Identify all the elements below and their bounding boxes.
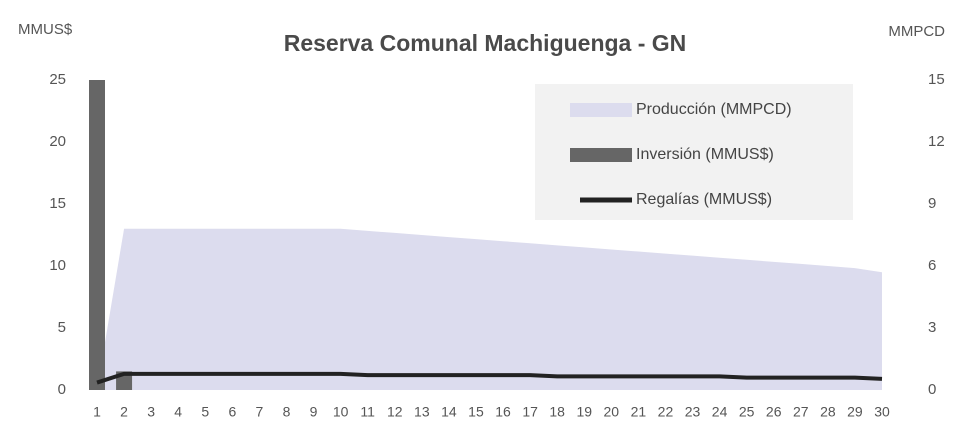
x-tick-label: 12	[387, 404, 403, 420]
x-tick-label: 19	[576, 404, 592, 420]
x-tick-label: 17	[522, 404, 538, 420]
x-tick-label: 1	[93, 404, 101, 420]
y2-tick-label: 9	[928, 195, 936, 212]
x-tick-label: 22	[658, 404, 674, 420]
x-tick-label: 8	[283, 404, 291, 420]
y-tick-label: 0	[58, 381, 66, 398]
y-tick-label: 10	[49, 257, 66, 274]
x-tick-label: 23	[685, 404, 701, 420]
x-tick-label: 11	[360, 404, 375, 420]
x-tick-label: 24	[712, 404, 728, 420]
x-tick-label: 29	[847, 404, 863, 420]
x-tick-label: 7	[256, 404, 264, 420]
x-tick-label: 15	[468, 404, 484, 420]
x-tick-label: 28	[820, 404, 836, 420]
y2-tick-label: 3	[928, 319, 936, 336]
legend-swatch	[570, 148, 632, 162]
x-tick-label: 6	[228, 404, 236, 420]
x-tick-label: 9	[310, 404, 318, 420]
legend-label: Inversión (MMUS$)	[636, 146, 774, 163]
bar	[89, 80, 105, 390]
x-tick-label: 21	[631, 404, 647, 420]
x-tick-label: 3	[147, 404, 155, 420]
line	[96, 371, 883, 385]
legend-swatch	[570, 103, 632, 117]
y-tick-label: 15	[49, 195, 66, 212]
x-tick-label: 18	[549, 404, 565, 420]
chart-title: Reserva Comunal Machiguenga - GN	[284, 30, 687, 56]
x-tick-label: 13	[414, 404, 430, 420]
x-tick-label: 30	[874, 404, 890, 420]
x-tick-label: 10	[333, 404, 349, 420]
x-tick-label: 14	[441, 404, 457, 420]
x-tick-label: 16	[495, 404, 511, 420]
x-tick-label: 5	[201, 404, 209, 420]
y-tick-label: 20	[49, 133, 66, 150]
y-tick-label: 25	[49, 71, 66, 88]
x-tick-label: 20	[604, 404, 620, 420]
y2-tick-label: 15	[928, 71, 945, 88]
y2-tick-label: 12	[928, 133, 945, 150]
y2-tick-label: 6	[928, 257, 936, 274]
legend-label: Regalías (MMUS$)	[636, 191, 772, 208]
y2-axis-label: MMPCD	[888, 23, 945, 40]
legend-label: Producción (MMPCD)	[636, 101, 792, 118]
y-tick-label: 5	[58, 319, 66, 336]
x-tick-label: 27	[793, 404, 809, 420]
y-axis-label: MMUS$	[18, 21, 73, 38]
x-tick-label: 2	[120, 404, 128, 420]
x-tick-label: 4	[174, 404, 182, 420]
x-tick-label: 26	[766, 404, 782, 420]
y2-tick-label: 0	[928, 381, 936, 398]
x-tick-label: 25	[739, 404, 755, 420]
area	[97, 228, 882, 390]
